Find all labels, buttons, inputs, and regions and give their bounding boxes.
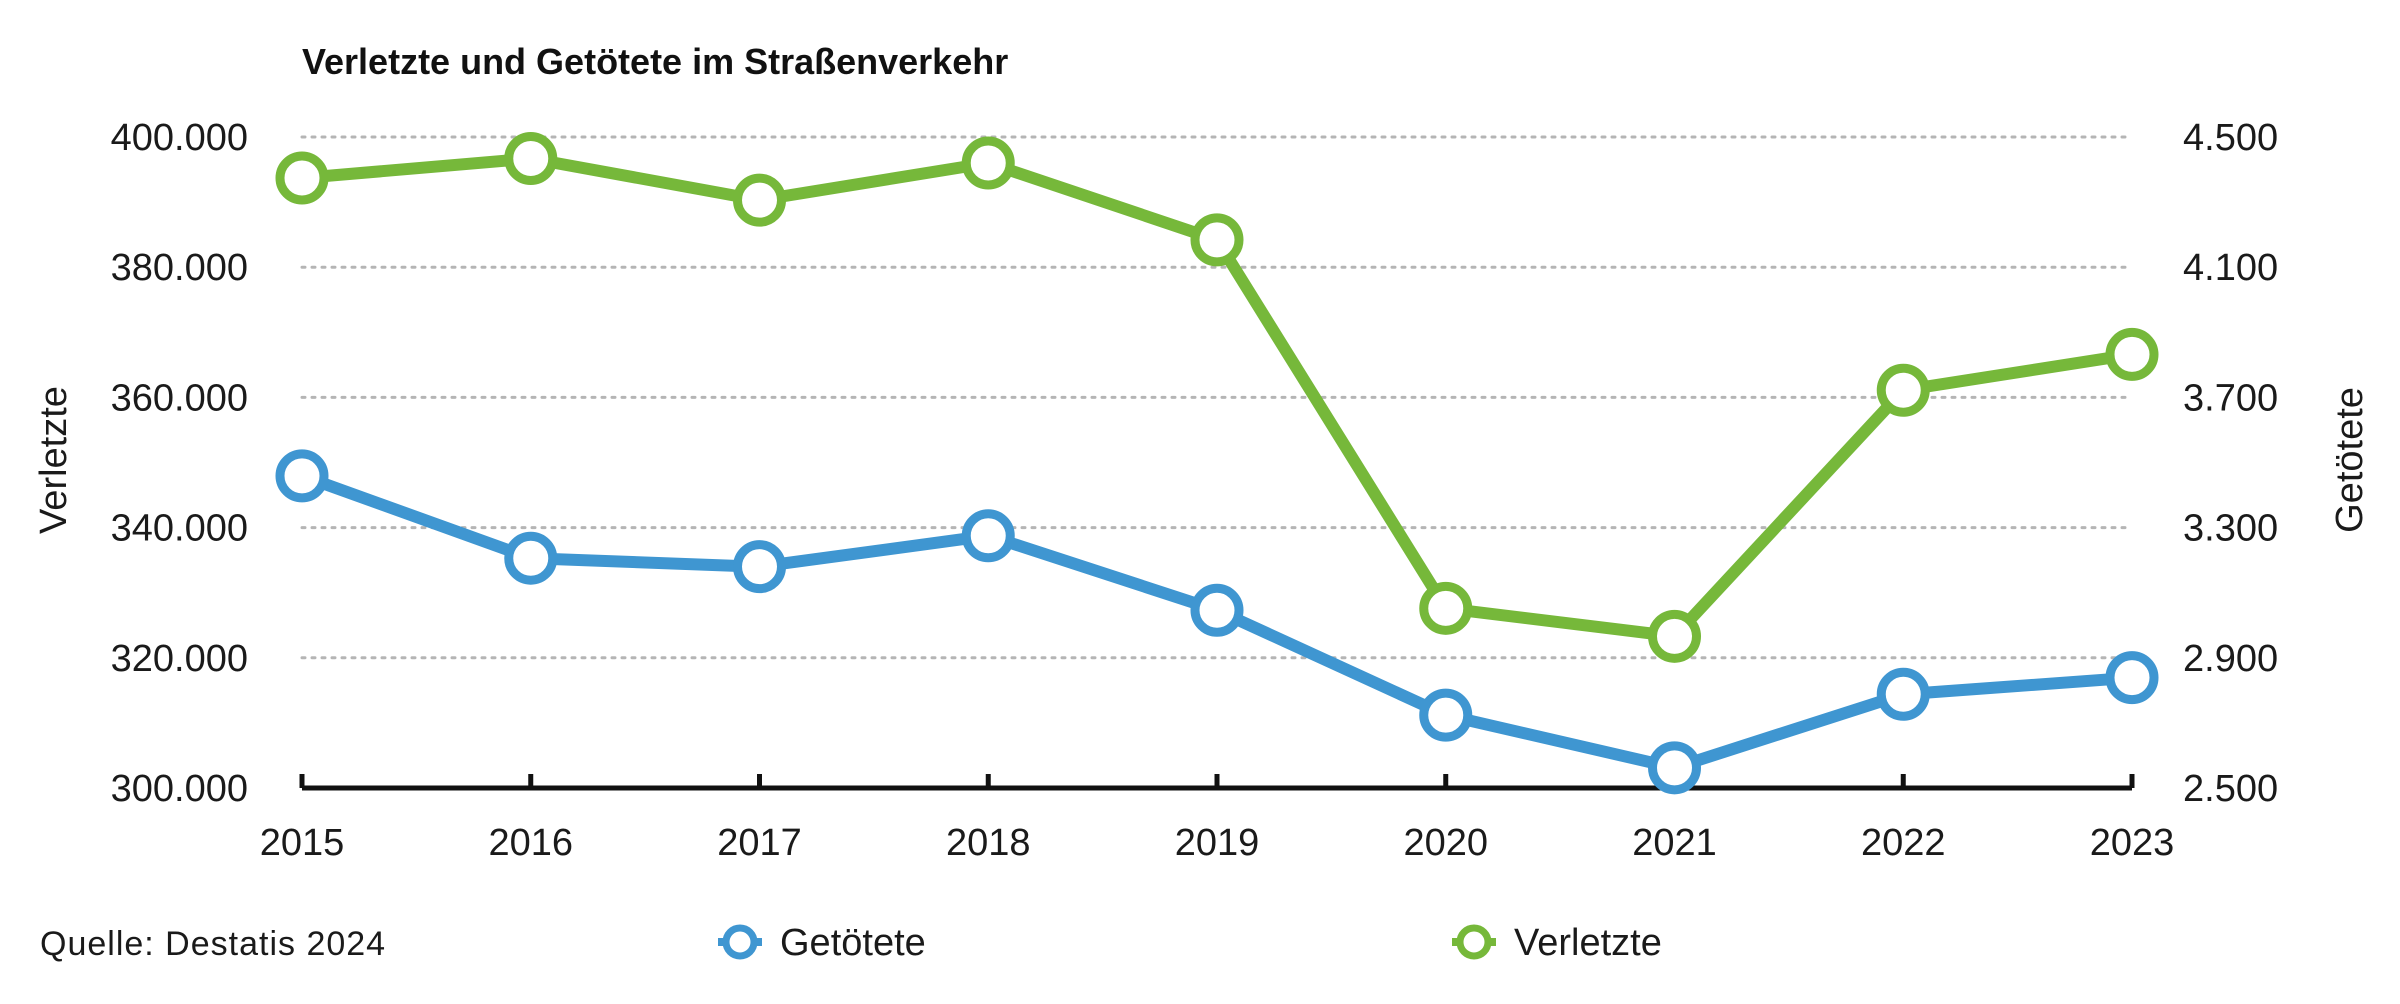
legend: Getötete Verletzte (718, 922, 1662, 964)
x-tick-label: 2016 (488, 822, 573, 864)
data-point-getoetete (1419, 688, 1473, 742)
data-point-getoetete (961, 509, 1015, 563)
left-tick-label: 340.000 (111, 508, 248, 550)
data-point-getoetete (1876, 667, 1930, 721)
right-tick-label: 3.700 (2183, 377, 2278, 419)
left-tick-label: 380.000 (111, 247, 248, 289)
x-tick-label: 2018 (946, 822, 1031, 864)
data-point-verletzte (2105, 327, 2159, 381)
right-y-axis: 2.500 2.900 3.300 3.700 4.100 4.500 (2183, 117, 2278, 810)
data-point-verletzte (1876, 363, 1930, 417)
legend-marker-getoetete (722, 924, 758, 960)
x-tick-label: 2017 (717, 822, 802, 864)
legend-label-getoetete: Getötete (780, 922, 926, 964)
x-tick-label: 2020 (1403, 822, 1488, 864)
data-point-getoetete (2105, 651, 2159, 705)
chart-title: Verletzte und Getötete im Straßenverkehr (302, 41, 1008, 82)
data-point-verletzte (275, 151, 329, 205)
data-point-getoetete (1190, 583, 1244, 637)
legend-label-verletzte: Verletzte (1514, 922, 1662, 964)
data-point-verletzte (1648, 609, 1701, 663)
x-tick-label: 2023 (2090, 822, 2175, 864)
x-tick-label: 2015 (260, 822, 345, 864)
data-point-getoetete (504, 531, 558, 585)
right-tick-label: 4.500 (2183, 117, 2278, 159)
data-point-verletzte (961, 136, 1015, 190)
data-point-getoetete (275, 449, 329, 503)
x-tick-label: 2022 (1861, 822, 1946, 864)
series-layer (275, 131, 2159, 795)
legend-marker-verletzte (1456, 924, 1492, 960)
right-tick-label: 2.900 (2183, 638, 2278, 680)
left-tick-label: 300.000 (111, 768, 248, 810)
right-tick-label: 2.500 (2183, 768, 2278, 810)
right-tick-label: 4.100 (2183, 247, 2278, 289)
data-point-getoetete (1648, 741, 1701, 795)
data-point-verletzte (1190, 213, 1244, 267)
right-tick-label: 3.300 (2183, 508, 2278, 550)
data-point-verletzte (733, 173, 786, 227)
x-axis: 2015 2016 2017 2018 2019 2020 2021 2022 2023 (260, 774, 2175, 864)
left-axis-title: Verletzte (33, 386, 75, 534)
x-tick-label: 2021 (1632, 822, 1717, 864)
right-axis-title: Getötete (2329, 387, 2371, 533)
left-y-axis: 300.000 320.000 340.000 360.000 380.000 400.0… (111, 117, 248, 810)
left-tick-label: 400.000 (111, 117, 248, 159)
data-point-getoetete (733, 540, 786, 594)
x-tick-label: 2019 (1175, 822, 1260, 864)
data-point-verletzte (1419, 581, 1473, 635)
left-tick-label: 320.000 (111, 638, 248, 680)
data-point-verletzte (504, 131, 558, 185)
left-tick-label: 360.000 (111, 377, 248, 419)
source-note: Quelle: Destatis 2024 (40, 925, 386, 963)
